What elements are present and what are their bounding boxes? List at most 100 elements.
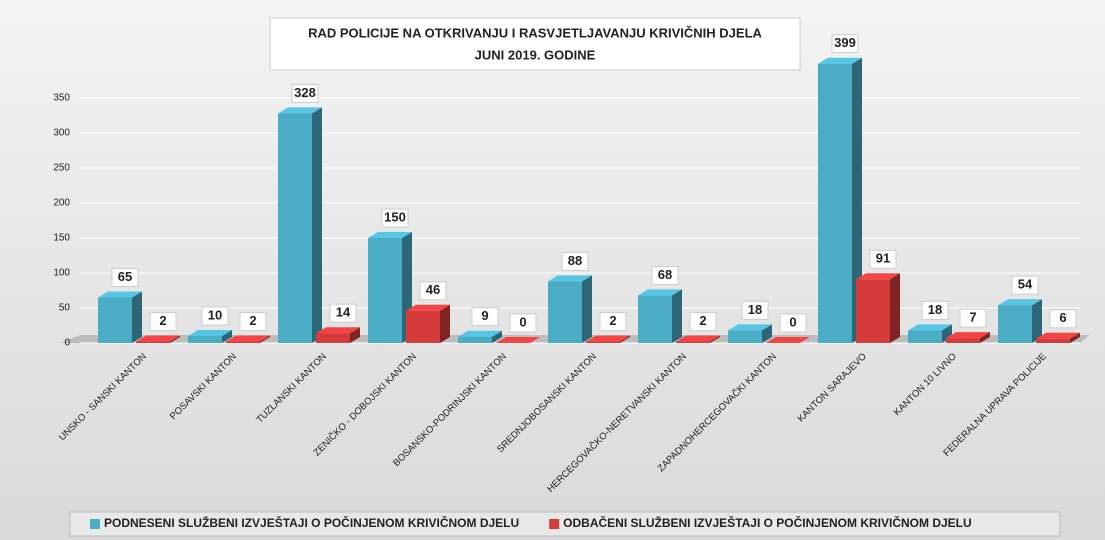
bar-top: [316, 327, 360, 334]
bar-side: [762, 324, 772, 343]
y-tick-label: 100: [53, 268, 70, 279]
bar-top: [458, 330, 502, 337]
bar: [586, 341, 620, 343]
data-label: 150: [384, 209, 406, 224]
bar: [856, 279, 890, 343]
data-label-box: [689, 312, 717, 332]
bar: [908, 330, 942, 343]
data-label-box: [111, 268, 139, 287]
bar-top: [98, 291, 142, 298]
data-label-box: [831, 34, 859, 54]
bar-top: [188, 330, 232, 336]
legend-swatch: [90, 519, 100, 529]
bar-top: [368, 232, 412, 238]
data-label-box: [509, 313, 537, 333]
bar-top: [728, 324, 772, 331]
data-label: 2: [159, 313, 166, 328]
bar-top: [1036, 332, 1080, 339]
bar-side: [312, 107, 322, 344]
bar-top: [908, 324, 952, 331]
y-tick-label: 350: [53, 93, 70, 104]
data-label-box: [869, 249, 897, 269]
data-label: 9: [481, 308, 488, 323]
data-label: 7: [969, 310, 976, 325]
data-label: 54: [1018, 277, 1033, 292]
bar: [458, 336, 492, 343]
data-label: 10: [208, 307, 222, 322]
data-label: 18: [748, 302, 762, 317]
bar-top: [586, 335, 630, 342]
bar: [406, 310, 440, 343]
bar: [226, 341, 260, 343]
y-tick-label: 250: [53, 163, 70, 174]
bar-side: [440, 304, 450, 343]
data-label-box: [291, 83, 319, 103]
data-label: 14: [336, 305, 351, 320]
bar-top: [946, 332, 990, 339]
bar-top: [998, 299, 1042, 306]
bar-top: [676, 335, 720, 342]
data-label: 0: [519, 314, 526, 329]
data-label-box: [561, 251, 589, 271]
data-label: 399: [834, 35, 856, 50]
data-label-box: [921, 300, 949, 320]
data-label: 65: [118, 269, 132, 284]
data-label-box: [239, 312, 267, 332]
data-label-box: [651, 265, 679, 285]
bar: [946, 338, 980, 343]
bar-side: [672, 289, 682, 343]
bar: [278, 113, 312, 344]
bar-side: [710, 335, 720, 343]
data-label-box: [329, 303, 357, 323]
bar-side: [170, 335, 180, 343]
legend-box: [69, 511, 1061, 537]
data-label: 328: [294, 85, 316, 100]
data-label: 46: [426, 282, 440, 297]
title-box: [269, 17, 801, 71]
bar: [188, 336, 222, 343]
bar-side: [492, 330, 502, 343]
bar-top: [406, 304, 450, 311]
y-tick-label: 300: [53, 128, 70, 139]
bar-side: [132, 291, 142, 343]
bar-side: [1070, 332, 1080, 343]
bar: [638, 295, 672, 343]
bar-side: [980, 332, 990, 343]
legend-label: PODNESENI SLUŽBENI IZVJEŠTAJI O POČINJEN…: [104, 515, 519, 530]
bar: [136, 341, 170, 343]
chart-title: RAD POLICIJE NA OTKRIVANJU I RASVJETLJAV…: [308, 25, 762, 40]
bar-side: [620, 335, 630, 343]
data-label-box: [149, 312, 177, 332]
bar: [548, 281, 582, 343]
y-tick-label: 200: [53, 198, 70, 209]
bar-side: [260, 335, 270, 343]
bar-top: [638, 289, 682, 296]
data-label: 2: [609, 313, 616, 328]
data-label-box: [741, 300, 769, 320]
data-label: 2: [699, 313, 706, 328]
bar-top: [548, 275, 592, 282]
data-label-box: [201, 306, 229, 326]
data-label: 0: [789, 314, 796, 329]
bar-side: [890, 273, 900, 343]
data-label: 6: [1059, 310, 1066, 325]
chart-subtitle: JUNI 2019. GODINE: [475, 47, 596, 62]
data-label-box: [381, 208, 409, 228]
bar: [728, 330, 762, 343]
data-label-box: [1011, 275, 1039, 295]
bar-top: [278, 107, 322, 114]
bar-top: [496, 337, 540, 343]
data-label: 68: [658, 267, 672, 282]
legend-swatch: [549, 519, 560, 529]
bar-side: [582, 275, 592, 343]
bar: [818, 63, 852, 343]
data-label-box: [959, 308, 987, 328]
legend-label: ODBAČENI SLUŽBENI IZVJEŠTAJI O POČINJENO…: [563, 515, 972, 530]
bar-top: [226, 335, 270, 342]
bar: [676, 341, 710, 343]
bar-top: [818, 57, 862, 64]
y-tick-label: 0: [64, 338, 70, 349]
bar: [1036, 338, 1070, 343]
